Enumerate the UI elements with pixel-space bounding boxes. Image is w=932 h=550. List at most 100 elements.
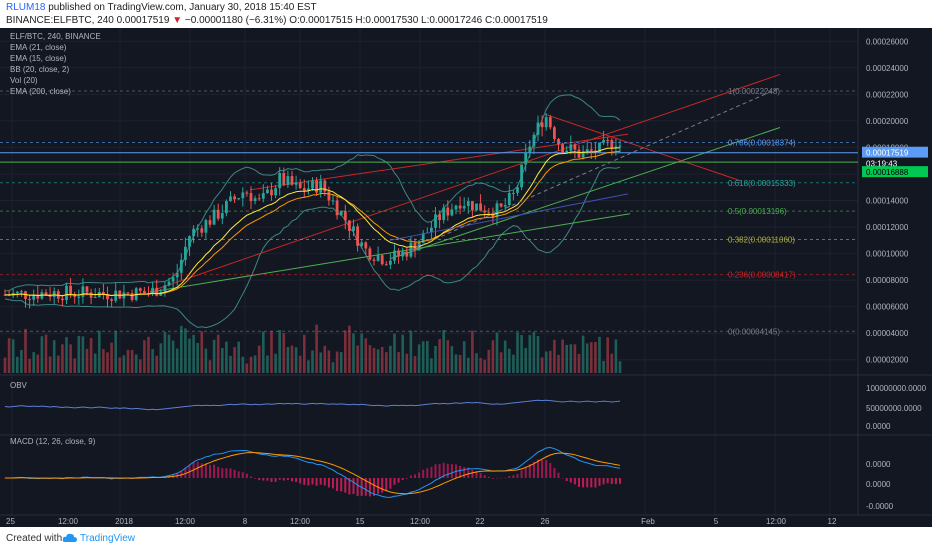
macd-histogram-bar bbox=[569, 478, 572, 483]
volume-bar bbox=[147, 336, 150, 373]
macd-histogram-bar bbox=[204, 463, 207, 478]
macd-histogram-bar bbox=[598, 478, 601, 486]
macd-histogram-bar bbox=[262, 478, 265, 481]
macd-histogram-bar bbox=[450, 464, 453, 478]
macd-histogram-bar bbox=[414, 474, 416, 478]
candle-body bbox=[85, 286, 89, 293]
volume-bar bbox=[352, 333, 355, 373]
macd-histogram-bar bbox=[475, 470, 478, 478]
macd-histogram-bar bbox=[590, 478, 593, 488]
candle-body bbox=[179, 259, 183, 273]
candle-body bbox=[315, 180, 318, 193]
volume-bar bbox=[614, 339, 618, 373]
chart-area[interactable]: 1(0.00022248) 0.786(0.00018374) 0.618(0.00… bbox=[0, 14, 932, 527]
last-price-tag-bg bbox=[862, 146, 928, 158]
candle-body bbox=[479, 203, 482, 211]
obv-axis-label: 100000000.0000 bbox=[866, 384, 927, 393]
volume-bar bbox=[442, 330, 445, 373]
candle-body bbox=[253, 198, 257, 202]
volume-bar bbox=[3, 357, 7, 373]
tradingview-link[interactable]: TradingView bbox=[80, 533, 136, 544]
obv-axis-label: 50000000.0000 bbox=[866, 404, 922, 413]
candle-body bbox=[212, 209, 216, 225]
macd-histogram-bar bbox=[426, 468, 429, 478]
volume-bar bbox=[303, 334, 306, 373]
legend-ema21[interactable]: EMA (21, close) bbox=[10, 43, 67, 52]
volume-bar bbox=[536, 335, 540, 373]
volume-bar bbox=[274, 353, 277, 373]
volume-bar bbox=[118, 357, 122, 373]
macd-histogram-bar bbox=[418, 472, 421, 478]
macd-histogram-bar bbox=[237, 471, 240, 478]
volume-bar bbox=[225, 341, 228, 373]
candle-body bbox=[233, 196, 236, 200]
volume-bar bbox=[524, 348, 527, 373]
fib-label: 0.5(0.00013196) bbox=[728, 207, 787, 216]
candle-body bbox=[155, 287, 159, 296]
obv-label[interactable]: OBV bbox=[10, 381, 28, 390]
published-text: published on TradingView.com, January 30… bbox=[48, 2, 317, 13]
candle-body bbox=[483, 210, 487, 213]
volume-bar bbox=[585, 343, 589, 373]
macd-label[interactable]: MACD (12, 26, close, 9) bbox=[10, 437, 96, 446]
volume-bar bbox=[52, 340, 56, 373]
legend-bb[interactable]: BB (20, close, 2) bbox=[10, 65, 69, 74]
username-link[interactable]: RLUM18 bbox=[6, 2, 46, 13]
volume-bar bbox=[7, 338, 11, 373]
candle-body bbox=[167, 281, 171, 286]
volume-bar bbox=[40, 336, 44, 373]
volume-bar bbox=[233, 347, 236, 373]
volume-bar bbox=[339, 352, 343, 373]
volume-bar bbox=[257, 345, 261, 373]
candle-body bbox=[274, 188, 277, 196]
macd-line bbox=[4, 447, 621, 498]
price-change: −0.00001180 (−6.31%) bbox=[184, 15, 287, 26]
macd-histogram-bar bbox=[549, 463, 552, 478]
legend-title: ELF/BTC, 240, BINANCE bbox=[10, 32, 101, 41]
time-axis-label: 2018 bbox=[115, 517, 133, 526]
candle-body bbox=[540, 122, 544, 128]
candle-body bbox=[163, 285, 167, 292]
macd-histogram-bar bbox=[602, 478, 605, 485]
candle-body bbox=[446, 207, 450, 216]
volume-bar bbox=[237, 341, 240, 373]
candle-body bbox=[380, 255, 384, 265]
volume-bar bbox=[61, 344, 64, 373]
volume-bar bbox=[151, 349, 154, 373]
volume-bar bbox=[44, 334, 48, 373]
ema-lines bbox=[4, 147, 629, 297]
volume-bar bbox=[139, 359, 142, 373]
volume-bar bbox=[323, 345, 327, 373]
candle-body bbox=[466, 201, 470, 207]
macd-histogram-bar bbox=[200, 463, 203, 478]
candle-body bbox=[421, 232, 425, 243]
legend-ema200[interactable]: EMA (200, close) bbox=[10, 87, 71, 96]
legend-vol[interactable]: Vol (20) bbox=[10, 76, 38, 85]
macd-histogram-bar bbox=[225, 468, 228, 478]
macd-histogram-bar bbox=[291, 478, 293, 482]
candle-body bbox=[565, 150, 569, 153]
volume-bar bbox=[200, 331, 204, 373]
volume-bar bbox=[245, 363, 249, 373]
candle-body bbox=[471, 201, 474, 211]
macd-histogram-bar bbox=[274, 478, 277, 482]
macd-histogram-bar bbox=[270, 478, 273, 482]
volume-bar bbox=[282, 332, 286, 373]
volume-bar bbox=[594, 341, 597, 373]
candle-body bbox=[102, 292, 105, 295]
volume-bar bbox=[180, 325, 183, 373]
price-axis-label: 0.00010000 bbox=[866, 250, 909, 259]
macd-histogram-bar bbox=[606, 478, 609, 484]
volume-bar bbox=[356, 345, 359, 373]
chart-canvas[interactable]: 1(0.00022248) 0.786(0.00018374) 0.618(0.00… bbox=[0, 14, 932, 527]
macd-axis-label: 0.0000 bbox=[866, 480, 891, 489]
legend-ema15[interactable]: EMA (15, close) bbox=[10, 54, 67, 63]
volume-bar bbox=[528, 335, 532, 373]
candle-body bbox=[311, 180, 314, 189]
macd-histogram-bar bbox=[393, 478, 396, 485]
volume-bar bbox=[184, 328, 187, 373]
macd-histogram-bar bbox=[196, 461, 199, 478]
candle-body bbox=[241, 192, 245, 199]
macd-histogram-bar bbox=[471, 470, 474, 478]
volume-bar bbox=[426, 341, 429, 373]
